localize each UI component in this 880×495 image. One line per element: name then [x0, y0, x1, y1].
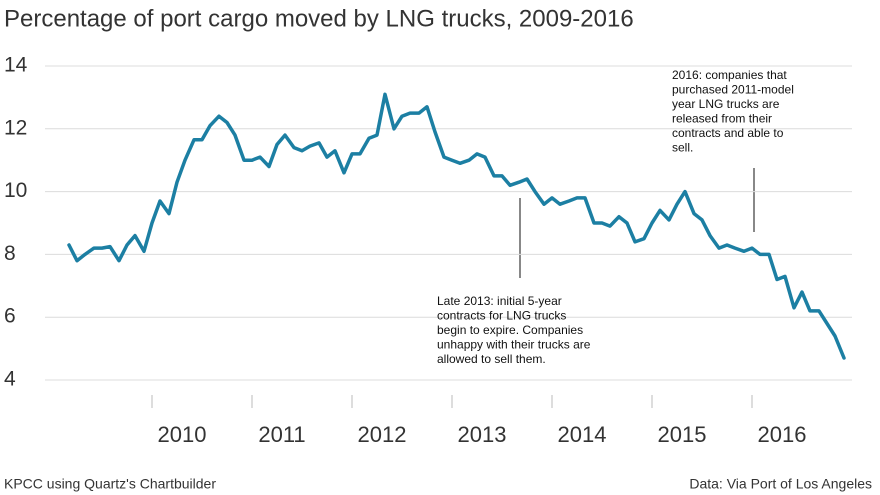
- y-tick-label: 6: [4, 305, 16, 328]
- y-tick-label: 8: [4, 242, 16, 265]
- y-tick-label: 4: [4, 368, 16, 391]
- annotation-text: allowed to sell them.: [437, 352, 546, 366]
- chart-title: Percentage of port cargo moved by LNG tr…: [4, 5, 634, 32]
- source-left: KPCC using Quartz's Chartbuilder: [4, 476, 216, 492]
- annotation-text: begin to expire. Companies: [437, 323, 583, 337]
- annotation-text: contracts and able to: [672, 126, 784, 140]
- data-line: [67, 92, 846, 360]
- x-tick-label: 2012: [358, 422, 407, 447]
- annotation-text: sell.: [672, 141, 693, 155]
- annotation-text: year LNG trucks are: [672, 97, 780, 111]
- x-tick-label: 2011: [258, 422, 305, 447]
- annotation-text: purchased 2011-model: [672, 83, 794, 97]
- annotation-text: unhappy with their trucks are: [437, 338, 591, 352]
- x-tick-label: 2015: [658, 422, 707, 447]
- y-tick-label: 10: [4, 179, 27, 202]
- x-tick-label: 2014: [558, 422, 607, 447]
- x-tick-label: 2013: [458, 422, 507, 447]
- annotation-text: contracts for LNG trucks: [437, 309, 566, 323]
- annotation-text: released from their: [672, 112, 772, 126]
- x-tick-label: 2016: [758, 422, 807, 447]
- source-right: Data: Via Port of Los Angeles: [689, 476, 872, 492]
- x-tick-label: 2010: [158, 422, 207, 447]
- y-tick-label: 12: [4, 116, 27, 139]
- y-tick-label: 14: [4, 54, 28, 77]
- annotation-text: Late 2013: initial 5-year: [437, 294, 562, 308]
- annotation-text: 2016: companies that: [672, 68, 787, 82]
